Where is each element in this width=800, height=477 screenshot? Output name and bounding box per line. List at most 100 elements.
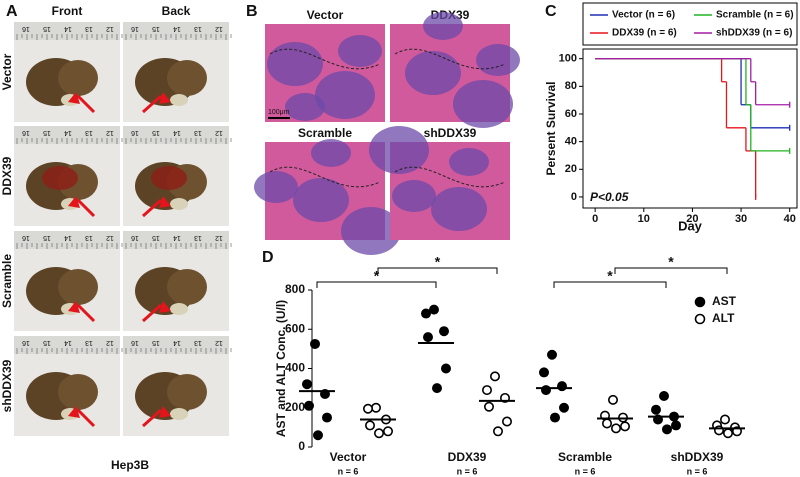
y-tick-label: 0 — [298, 439, 305, 453]
y-axis-label: AST and ALT Conc. (U/l) — [274, 300, 288, 437]
group-size: n = 6 — [575, 466, 596, 476]
data-point — [428, 304, 439, 315]
tumor — [170, 303, 188, 315]
arrow-head — [68, 92, 80, 104]
data-point — [420, 308, 431, 319]
x-tick-label: 0 — [592, 213, 598, 225]
legend-label: AST — [712, 294, 737, 308]
ruler-mark: 14 — [64, 339, 72, 346]
y-tick-label: 200 — [285, 400, 305, 414]
group-size: n = 6 — [338, 466, 359, 476]
data-point — [661, 424, 672, 435]
data-point — [549, 412, 560, 423]
nodule — [338, 35, 382, 67]
panel-label: A — [6, 3, 18, 20]
specimen-photo: 16 15 14 13 12 — [123, 22, 232, 122]
y-tick-label: 400 — [285, 361, 305, 375]
specimen-photo: 16 15 14 13 12 — [14, 22, 123, 122]
tumor — [170, 94, 188, 106]
nodule — [311, 139, 351, 167]
arrow-head — [68, 196, 80, 208]
arrow-head — [159, 92, 171, 104]
legend-label: ALT — [712, 311, 735, 325]
nodule — [254, 171, 298, 203]
tumor-border — [394, 166, 506, 188]
significance-bracket — [377, 267, 498, 274]
arrow — [76, 408, 96, 428]
ruler-mark: 15 — [152, 25, 160, 32]
data-point — [303, 400, 314, 411]
arrow-head — [159, 301, 171, 313]
liver — [167, 60, 207, 96]
data-point — [362, 403, 373, 414]
x-tick-label: 40 — [784, 213, 796, 225]
ruler-mark: 16 — [22, 129, 30, 136]
liver — [58, 60, 98, 96]
liver — [167, 269, 207, 305]
ruler-mark: 15 — [43, 129, 51, 136]
data-point — [373, 428, 384, 439]
caption: Hep3B — [111, 458, 149, 472]
p-value: P<0.05 — [590, 190, 629, 204]
x-tick-label: 10 — [638, 213, 650, 225]
histology-image — [369, 126, 510, 240]
row-label: Vector — [0, 53, 14, 90]
data-point — [546, 349, 557, 360]
significance-bracket — [316, 281, 437, 288]
data-point — [440, 363, 451, 374]
liver — [167, 374, 207, 410]
ruler-mark: 12 — [106, 339, 114, 346]
panel-label: B — [246, 3, 258, 20]
x-axis-label: Day — [678, 218, 703, 233]
arrow — [76, 303, 96, 323]
arrow-head — [68, 406, 80, 418]
ruler-mark: 16 — [22, 339, 30, 346]
arrow — [142, 408, 162, 428]
data-point — [483, 401, 494, 412]
image-label: Vector — [307, 8, 344, 22]
ruler — [14, 231, 120, 249]
data-point — [719, 414, 730, 425]
data-point — [431, 383, 442, 394]
liver — [58, 374, 98, 410]
nodule — [315, 71, 375, 119]
ruler-mark: 12 — [215, 339, 223, 346]
histology-image — [265, 24, 385, 122]
data-point — [658, 390, 669, 401]
group-size: n = 6 — [457, 466, 478, 476]
column-label: Back — [162, 4, 191, 18]
x-tick-label: DDX39 — [448, 450, 487, 464]
ruler-mark: 15 — [152, 129, 160, 136]
ruler-mark: 14 — [173, 129, 181, 136]
image-label: shDDX39 — [424, 126, 477, 140]
ruler-mark: 14 — [64, 234, 72, 241]
ruler-mark: 13 — [85, 234, 93, 241]
y-tick-label: 0 — [571, 191, 577, 203]
legend-marker — [694, 296, 706, 308]
arrow — [142, 198, 162, 218]
data-point — [492, 426, 503, 437]
arrow — [142, 94, 162, 114]
column-label: Front — [52, 4, 83, 18]
data-point — [370, 402, 381, 413]
ruler-mark: 15 — [43, 234, 51, 241]
ruler-mark: 13 — [194, 25, 202, 32]
tumor — [42, 166, 78, 190]
ruler-mark: 16 — [22, 25, 30, 32]
y-tick-label: 100 — [559, 53, 577, 65]
specimen-photo: 16 15 14 13 12 — [123, 336, 232, 436]
x-tick-label: Scramble — [558, 450, 612, 464]
ruler-mark: 16 — [131, 234, 139, 241]
data-point — [489, 371, 500, 382]
tumor — [170, 408, 188, 420]
ruler-mark: 15 — [152, 339, 160, 346]
nodule — [476, 44, 520, 76]
specimen-photo: 16 15 14 13 12 — [14, 336, 123, 436]
row-label: shDDX39 — [0, 359, 14, 412]
significance-star: * — [435, 254, 441, 270]
tumor — [151, 166, 187, 190]
nodule — [449, 148, 489, 176]
specimen-photo: 16 15 14 13 12 — [123, 126, 232, 226]
specimen-photo: 16 15 14 13 12 — [123, 231, 232, 331]
ruler-mark: 15 — [43, 339, 51, 346]
